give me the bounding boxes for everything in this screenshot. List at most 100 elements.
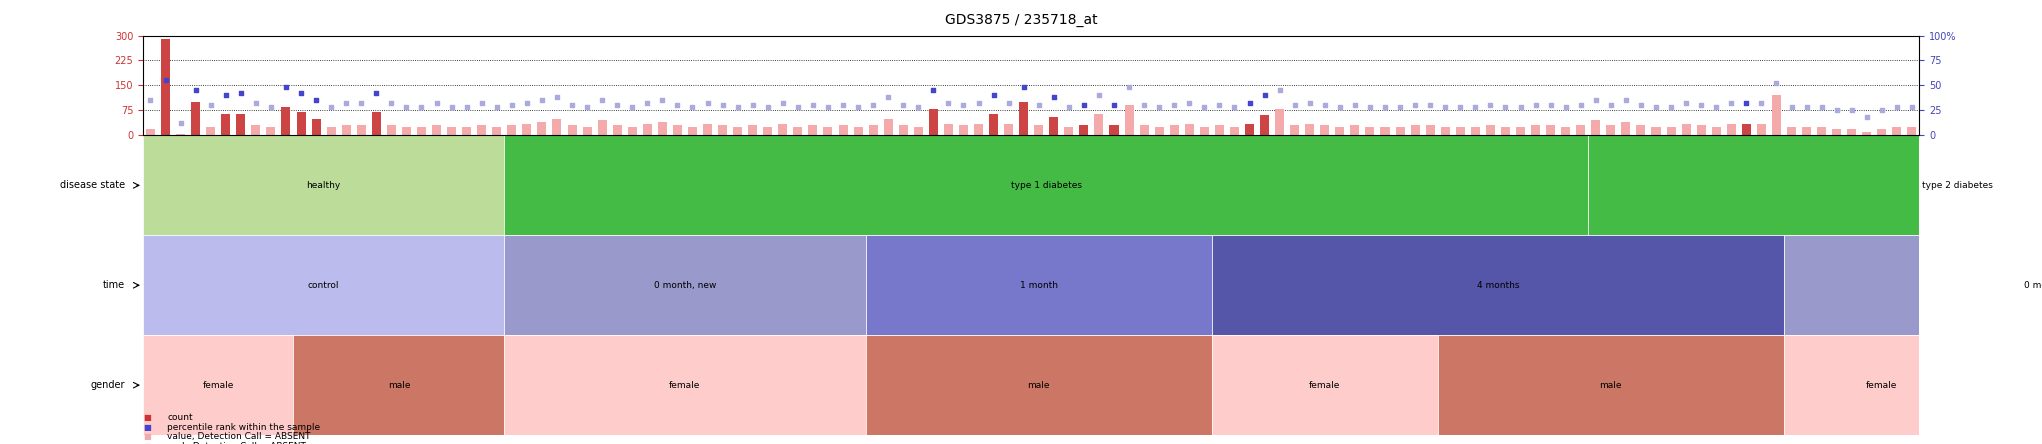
Bar: [823, 127, 833, 135]
FancyBboxPatch shape: [1785, 235, 2042, 335]
Bar: [1305, 124, 1315, 135]
Text: female: female: [1309, 381, 1340, 390]
FancyBboxPatch shape: [143, 135, 504, 235]
Bar: [1487, 126, 1495, 135]
Point: [510, 100, 543, 107]
Bar: [1005, 124, 1013, 135]
Point: [1458, 104, 1491, 111]
Bar: [1636, 126, 1646, 135]
Bar: [1787, 127, 1797, 135]
Point: [631, 100, 664, 107]
FancyBboxPatch shape: [1785, 335, 1979, 435]
Bar: [809, 126, 817, 135]
Point: [1413, 102, 1446, 109]
Bar: [1621, 122, 1630, 135]
Point: [1805, 104, 1838, 111]
Point: [1578, 97, 1611, 104]
Point: [978, 92, 1011, 99]
Text: healthy: healthy: [306, 181, 341, 190]
Point: [1895, 104, 1928, 111]
Bar: [1515, 127, 1525, 135]
Bar: [627, 127, 637, 135]
Bar: [764, 127, 772, 135]
Point: [451, 104, 484, 111]
Bar: [506, 126, 517, 135]
Point: [1564, 102, 1597, 109]
Point: [194, 102, 227, 109]
Text: ■: ■: [143, 432, 151, 441]
Point: [345, 100, 378, 107]
Point: [600, 102, 633, 109]
Bar: [1184, 124, 1195, 135]
Bar: [1215, 126, 1223, 135]
Point: [1368, 104, 1401, 111]
Bar: [1154, 127, 1164, 135]
Point: [525, 97, 557, 104]
Bar: [372, 112, 380, 135]
Point: [1399, 102, 1431, 109]
Bar: [674, 126, 682, 135]
Bar: [1532, 126, 1540, 135]
Point: [737, 102, 770, 109]
Point: [903, 104, 935, 111]
Point: [962, 100, 994, 107]
Point: [1699, 104, 1732, 111]
Point: [676, 104, 709, 111]
Bar: [1411, 126, 1419, 135]
FancyBboxPatch shape: [1438, 335, 1785, 435]
Point: [811, 104, 843, 111]
Point: [1791, 104, 1824, 111]
Bar: [1380, 127, 1389, 135]
FancyBboxPatch shape: [143, 335, 294, 435]
Text: ■: ■: [143, 413, 151, 422]
Bar: [341, 126, 351, 135]
Text: female: female: [670, 381, 700, 390]
Point: [284, 90, 317, 97]
Point: [886, 102, 919, 109]
Bar: [1697, 126, 1705, 135]
Point: [1534, 102, 1566, 109]
Text: 1 month: 1 month: [1019, 281, 1058, 290]
FancyBboxPatch shape: [866, 235, 1211, 335]
FancyBboxPatch shape: [866, 335, 1211, 435]
Point: [1625, 102, 1658, 109]
Bar: [1848, 129, 1856, 135]
Bar: [794, 127, 803, 135]
Point: [947, 102, 980, 109]
Bar: [1395, 127, 1405, 135]
Point: [404, 104, 437, 111]
Bar: [1562, 127, 1570, 135]
Bar: [492, 127, 500, 135]
Point: [570, 104, 604, 111]
Bar: [702, 124, 713, 135]
Text: value, Detection Call = ABSENT: value, Detection Call = ABSENT: [167, 432, 310, 441]
Point: [1113, 84, 1146, 91]
Bar: [1201, 127, 1209, 135]
Bar: [960, 126, 968, 135]
Point: [435, 104, 468, 111]
Bar: [688, 127, 696, 135]
Point: [707, 102, 739, 109]
Point: [917, 87, 950, 94]
Point: [1158, 102, 1190, 109]
Text: 0 month, new: 0 month, new: [653, 281, 717, 290]
Text: female: female: [1866, 381, 1897, 390]
Point: [1172, 100, 1205, 107]
Bar: [357, 126, 366, 135]
Point: [992, 100, 1025, 107]
Point: [1505, 104, 1538, 111]
Point: [1219, 104, 1252, 111]
Point: [782, 104, 815, 111]
Point: [1323, 104, 1356, 111]
Point: [1099, 102, 1131, 109]
Bar: [974, 124, 982, 135]
Bar: [221, 114, 231, 135]
Bar: [237, 114, 245, 135]
Bar: [312, 119, 321, 135]
Text: male: male: [388, 381, 410, 390]
Point: [1640, 104, 1672, 111]
Text: gender: gender: [90, 380, 125, 390]
Bar: [537, 122, 547, 135]
Bar: [1877, 129, 1887, 135]
Point: [255, 104, 288, 111]
